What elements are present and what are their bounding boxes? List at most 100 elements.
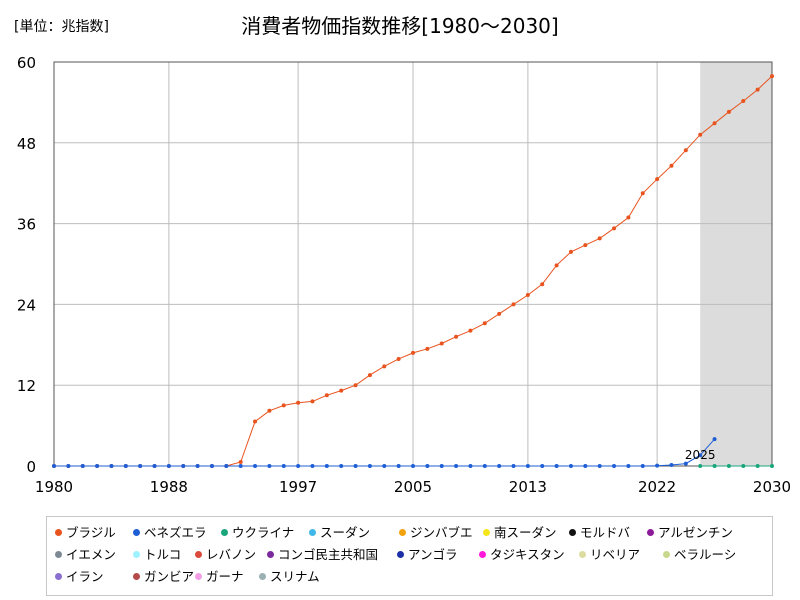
legend-item[interactable]: スーダン [309, 522, 370, 541]
legend-marker [267, 551, 274, 558]
data-point [353, 464, 358, 468]
data-point [741, 99, 746, 104]
x-tick-label: 1980 [35, 478, 73, 496]
x-tick-label: 1988 [150, 478, 188, 496]
data-point [655, 463, 660, 468]
legend-label: スリナム [270, 569, 320, 584]
data-point [568, 249, 573, 254]
legend-marker [483, 529, 490, 536]
data-point [324, 464, 329, 468]
data-point [770, 74, 774, 79]
data-point [597, 236, 602, 241]
data-point [568, 464, 573, 468]
legend-label: ウクライナ [232, 525, 295, 540]
legend-item[interactable]: イラン [55, 566, 104, 585]
legend-item[interactable]: アルゼンチン [647, 522, 733, 541]
y-tick-label: 12 [17, 377, 36, 395]
legend-item[interactable]: レバノン [195, 544, 256, 563]
data-point [425, 346, 430, 351]
data-point [181, 464, 186, 468]
legend-marker [647, 529, 654, 536]
legend-item[interactable]: ウクライナ [221, 522, 294, 541]
data-point [540, 282, 545, 287]
legend-item[interactable]: ガンビア [133, 566, 194, 585]
data-point [698, 132, 703, 137]
data-point [439, 341, 444, 346]
legend-marker [133, 529, 140, 536]
data-point [367, 464, 372, 468]
legend-item[interactable]: スリナム [259, 566, 320, 585]
legend: ブラジル ベネズエラ ウクライナ スーダン ジンバブエ 南スーダン モルドバ アルゼンチンイエ… [46, 516, 773, 596]
legend-label: ベネズエラ [144, 525, 207, 540]
data-point [497, 464, 502, 468]
legend-item[interactable]: コンゴ民主共和国 [267, 544, 378, 563]
legend-label: イラン [66, 569, 104, 584]
legend-item[interactable]: 南スーダン [483, 522, 557, 541]
legend-item[interactable]: モルドバ [569, 522, 630, 541]
data-point [712, 437, 717, 442]
data-point [109, 464, 114, 468]
data-point [238, 464, 243, 468]
data-point [396, 356, 401, 361]
data-point [310, 399, 315, 404]
x-tick-label: 2005 [394, 478, 432, 496]
legend-item[interactable]: ブラジル [55, 522, 116, 541]
data-point [726, 109, 731, 114]
legend-item[interactable]: ジンバブエ [399, 522, 473, 541]
legend-label: コンゴ民主共和国 [278, 547, 379, 562]
legend-item[interactable]: ベネズエラ [133, 522, 207, 541]
legend-marker [195, 551, 202, 558]
y-tick-label: 0 [26, 458, 36, 476]
data-point [712, 464, 717, 468]
legend-label: ベラルーシ [674, 547, 737, 562]
data-point [612, 464, 617, 468]
data-point [583, 243, 588, 248]
legend-marker [259, 573, 266, 580]
legend-item[interactable]: トルコ [133, 544, 181, 563]
legend-label: アンゴラ [408, 547, 458, 562]
legend-marker [397, 551, 404, 558]
data-point [339, 464, 344, 468]
data-point [80, 464, 85, 468]
legend-label: イエメン [66, 547, 116, 562]
legend-marker [55, 573, 62, 580]
legend-label: ジンバブエ [410, 525, 473, 540]
data-point [138, 464, 143, 468]
legend-marker [195, 573, 202, 580]
data-point [525, 292, 530, 297]
legend-label: アルゼンチン [658, 525, 733, 540]
x-tick-label: 1997 [279, 478, 317, 496]
data-point [626, 215, 631, 220]
data-point [166, 464, 171, 468]
legend-item[interactable]: タジキスタン [479, 544, 565, 563]
data-point [253, 419, 258, 424]
legend-label: トルコ [144, 547, 182, 562]
data-point [253, 464, 258, 468]
data-point [296, 400, 301, 405]
legend-item[interactable]: イエメン [55, 544, 116, 563]
data-point [741, 464, 746, 468]
data-point [195, 464, 200, 468]
legend-label: タジキスタン [490, 547, 565, 562]
legend-item[interactable]: アンゴラ [397, 544, 458, 563]
y-tick-label: 60 [17, 54, 36, 72]
data-point [468, 328, 473, 333]
data-point [52, 464, 56, 468]
data-point [683, 148, 688, 153]
data-point [525, 464, 530, 468]
legend-item[interactable]: ガーナ [195, 566, 244, 585]
data-point [726, 464, 731, 468]
data-point [655, 177, 660, 182]
data-point [411, 350, 415, 355]
data-point [712, 121, 717, 126]
x-tick-label: 2013 [509, 478, 547, 496]
data-point [669, 163, 674, 168]
data-point [296, 464, 301, 468]
data-point [683, 461, 688, 466]
legend-marker [579, 551, 586, 558]
legend-item[interactable]: ベラルーシ [663, 544, 736, 563]
data-point [698, 453, 703, 458]
data-point [152, 464, 157, 468]
data-point [396, 464, 401, 468]
legend-item[interactable]: リベリア [579, 544, 640, 563]
